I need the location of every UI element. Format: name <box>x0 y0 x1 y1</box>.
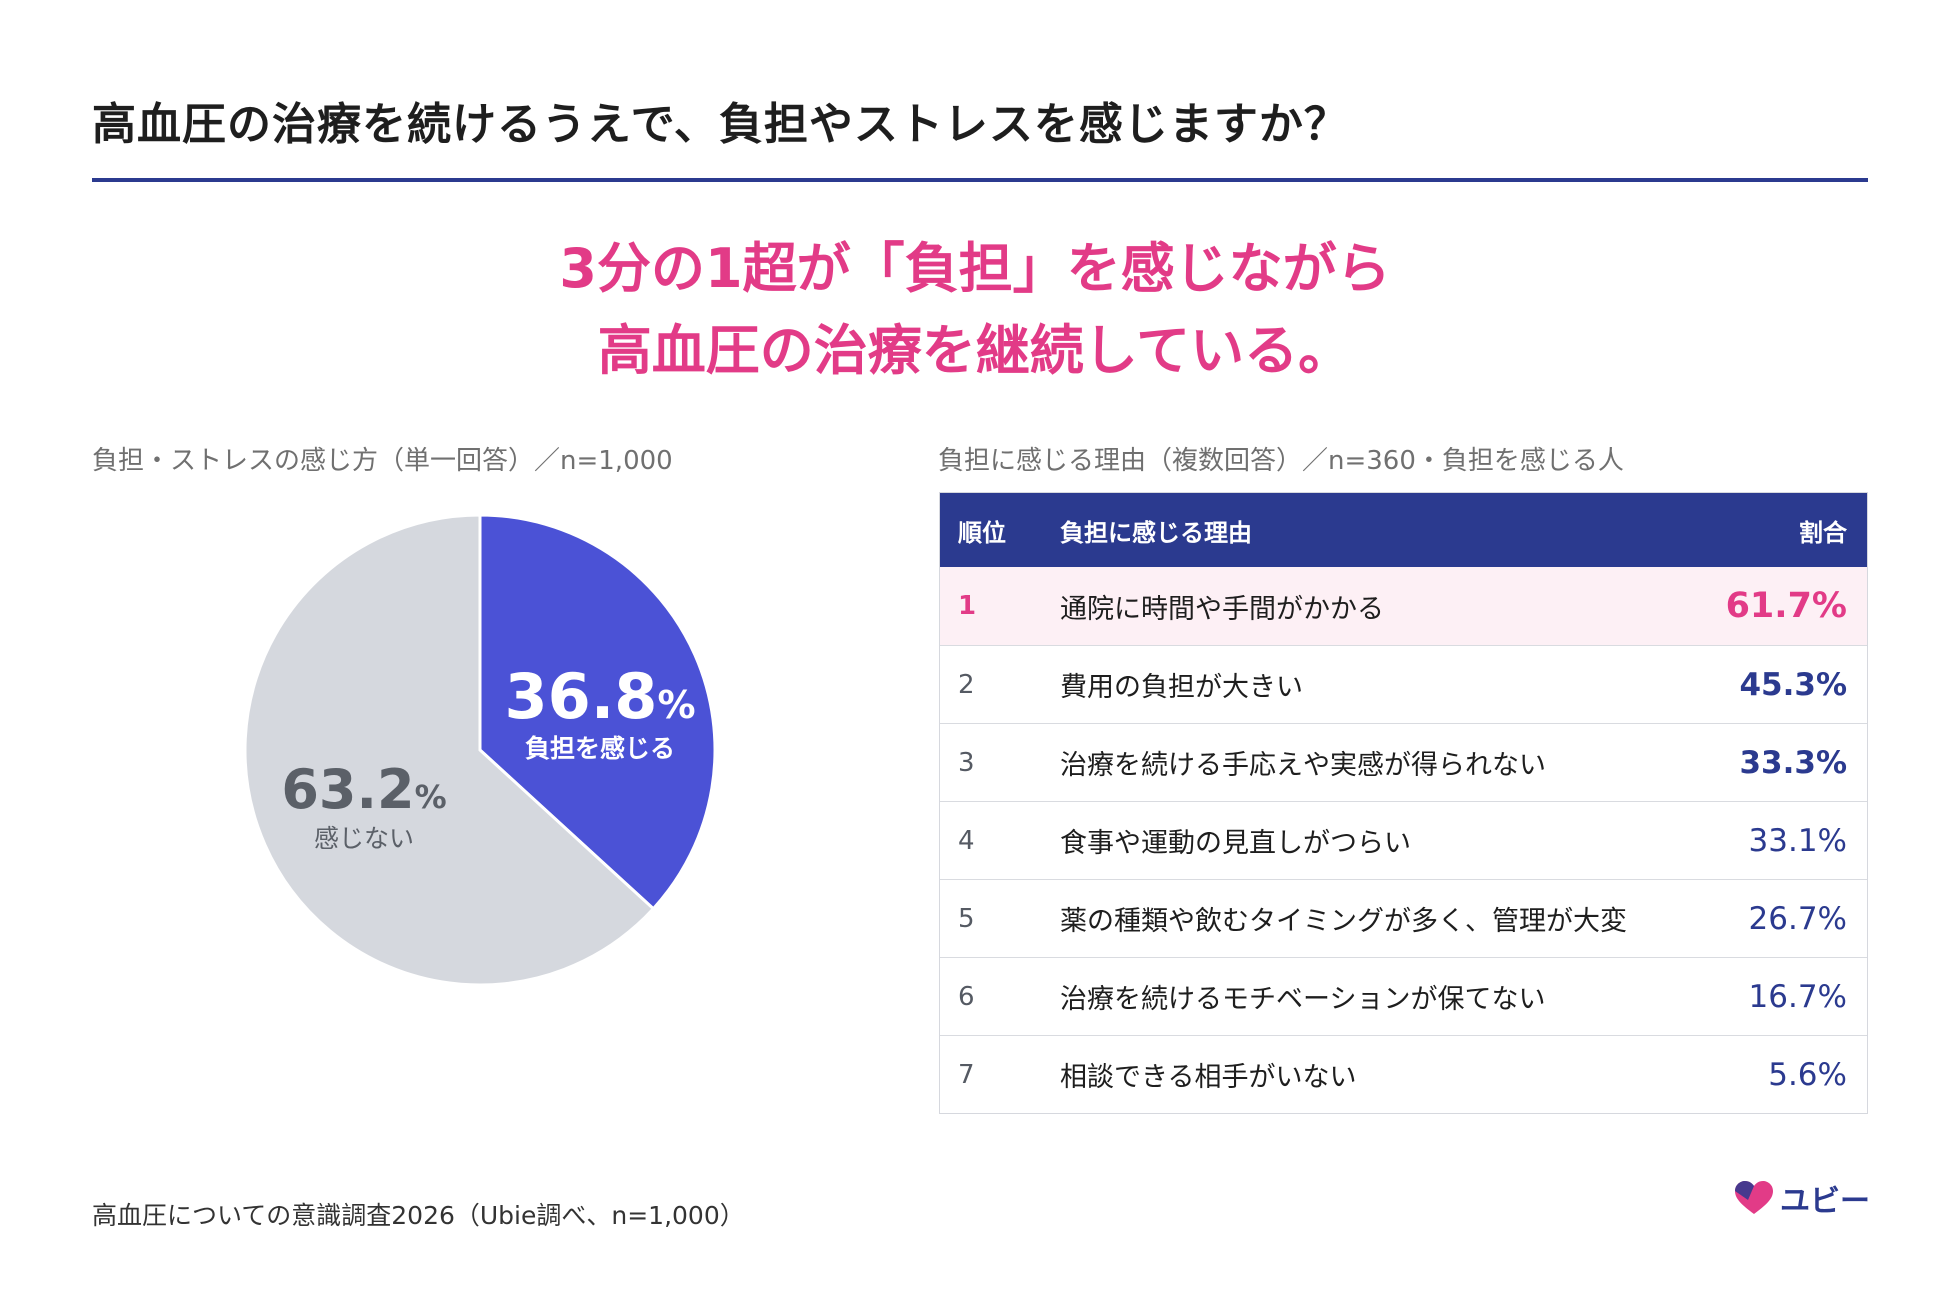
pie-chart <box>240 510 720 990</box>
row-rank: 6 <box>958 981 975 1012</box>
row-reason: 相談できる相手がいない <box>1060 1062 1357 1093</box>
table-header: 順位 負担に感じる理由 割合 <box>940 493 1867 567</box>
row-rank: 1 <box>958 591 977 621</box>
table-row: 6 治療を続けるモチベーションが保てない 16.7% <box>940 957 1867 1035</box>
pie-value-burden: 36.8 <box>504 660 658 733</box>
header-reason: 負担に感じる理由 <box>1060 518 1252 547</box>
row-reason: 治療を続けるモチベーションが保てない <box>1060 984 1546 1015</box>
pie-chart-title: 負担・ストレスの感じ方（単一回答）／n=1,000 <box>92 446 673 476</box>
table-row: 2 費用の負担が大きい 45.3% <box>940 645 1867 723</box>
table-title: 負担に感じる理由（複数回答）／n=360・負担を感じる人 <box>938 446 1624 476</box>
pie-slice-none <box>243 513 656 987</box>
headline: 3分の1超が「負担」を感じながら 高血圧の治療を継続している。 <box>0 228 1950 392</box>
row-ratio: 5.6% <box>1768 1056 1847 1093</box>
pie-label-none: 63.2% 感じない <box>254 758 474 855</box>
row-ratio: 16.7% <box>1748 978 1847 1015</box>
row-rank: 4 <box>958 825 975 856</box>
table-row: 7 相談できる相手がいない 5.6% <box>940 1035 1867 1113</box>
headline-line-1: 3分の1超が「負担」を感じながら <box>559 237 1391 300</box>
row-rank: 3 <box>958 747 975 778</box>
row-rank: 7 <box>958 1059 975 1090</box>
table-row: 1 通院に時間や手間がかかる 61.7% <box>940 567 1867 645</box>
headline-line-2: 高血圧の治療を継続している。 <box>597 319 1353 382</box>
pie-text-burden: 負担を感じる <box>524 734 675 763</box>
title-divider <box>92 178 1868 182</box>
row-ratio: 61.7% <box>1725 586 1847 626</box>
row-reason: 食事や運動の見直しがつらい <box>1060 828 1411 859</box>
table-body: 1 通院に時間や手間がかかる 61.7% 2 費用の負担が大きい 45.3% 3 治療を続ける… <box>940 567 1867 1113</box>
row-rank: 2 <box>958 669 975 700</box>
pie-value-none: 63.2 <box>281 758 415 821</box>
row-reason: 薬の種類や飲むタイミングが多く、管理が大変 <box>1060 906 1627 937</box>
header-rank: 順位 <box>958 518 1006 547</box>
page-title: 高血圧の治療を続けるうえで、負担やストレスを感じますか？ <box>92 99 1349 150</box>
logo-text: ユビー <box>1780 1184 1870 1219</box>
pie-unit-burden: % <box>657 683 696 727</box>
row-ratio: 45.3% <box>1739 666 1847 703</box>
pie-label-burden: 36.8% 負担を感じる <box>490 660 710 765</box>
table-row: 5 薬の種類や飲むタイミングが多く、管理が大変 26.7% <box>940 879 1867 957</box>
source-note: 高血圧についての意識調査2026（Ubie調べ、n=1,000） <box>92 1201 745 1230</box>
pie-svg <box>243 513 717 987</box>
header-ratio: 割合 <box>1799 518 1847 547</box>
pie-text-none: 感じない <box>313 824 414 853</box>
table-row: 3 治療を続ける手応えや実感が得られない 33.3% <box>940 723 1867 801</box>
pie-slice-burden <box>478 513 717 911</box>
brand-logo: ユビー <box>1732 1176 1870 1220</box>
reasons-table: 順位 負担に感じる理由 割合 1 通院に時間や手間がかかる 61.7% 2 費用の負担が… <box>939 492 1868 1114</box>
row-ratio: 26.7% <box>1748 900 1847 937</box>
pie-unit-none: % <box>414 778 447 816</box>
row-reason: 費用の負担が大きい <box>1060 672 1303 703</box>
row-rank: 5 <box>958 903 975 934</box>
row-ratio: 33.1% <box>1748 822 1847 859</box>
row-reason: 通院に時間や手間がかかる <box>1060 593 1384 625</box>
row-reason: 治療を続ける手応えや実感が得られない <box>1060 750 1546 781</box>
table-row: 4 食事や運動の見直しがつらい 33.1% <box>940 801 1867 879</box>
heart-logo-icon <box>1735 1181 1773 1214</box>
row-ratio: 33.3% <box>1739 744 1847 781</box>
